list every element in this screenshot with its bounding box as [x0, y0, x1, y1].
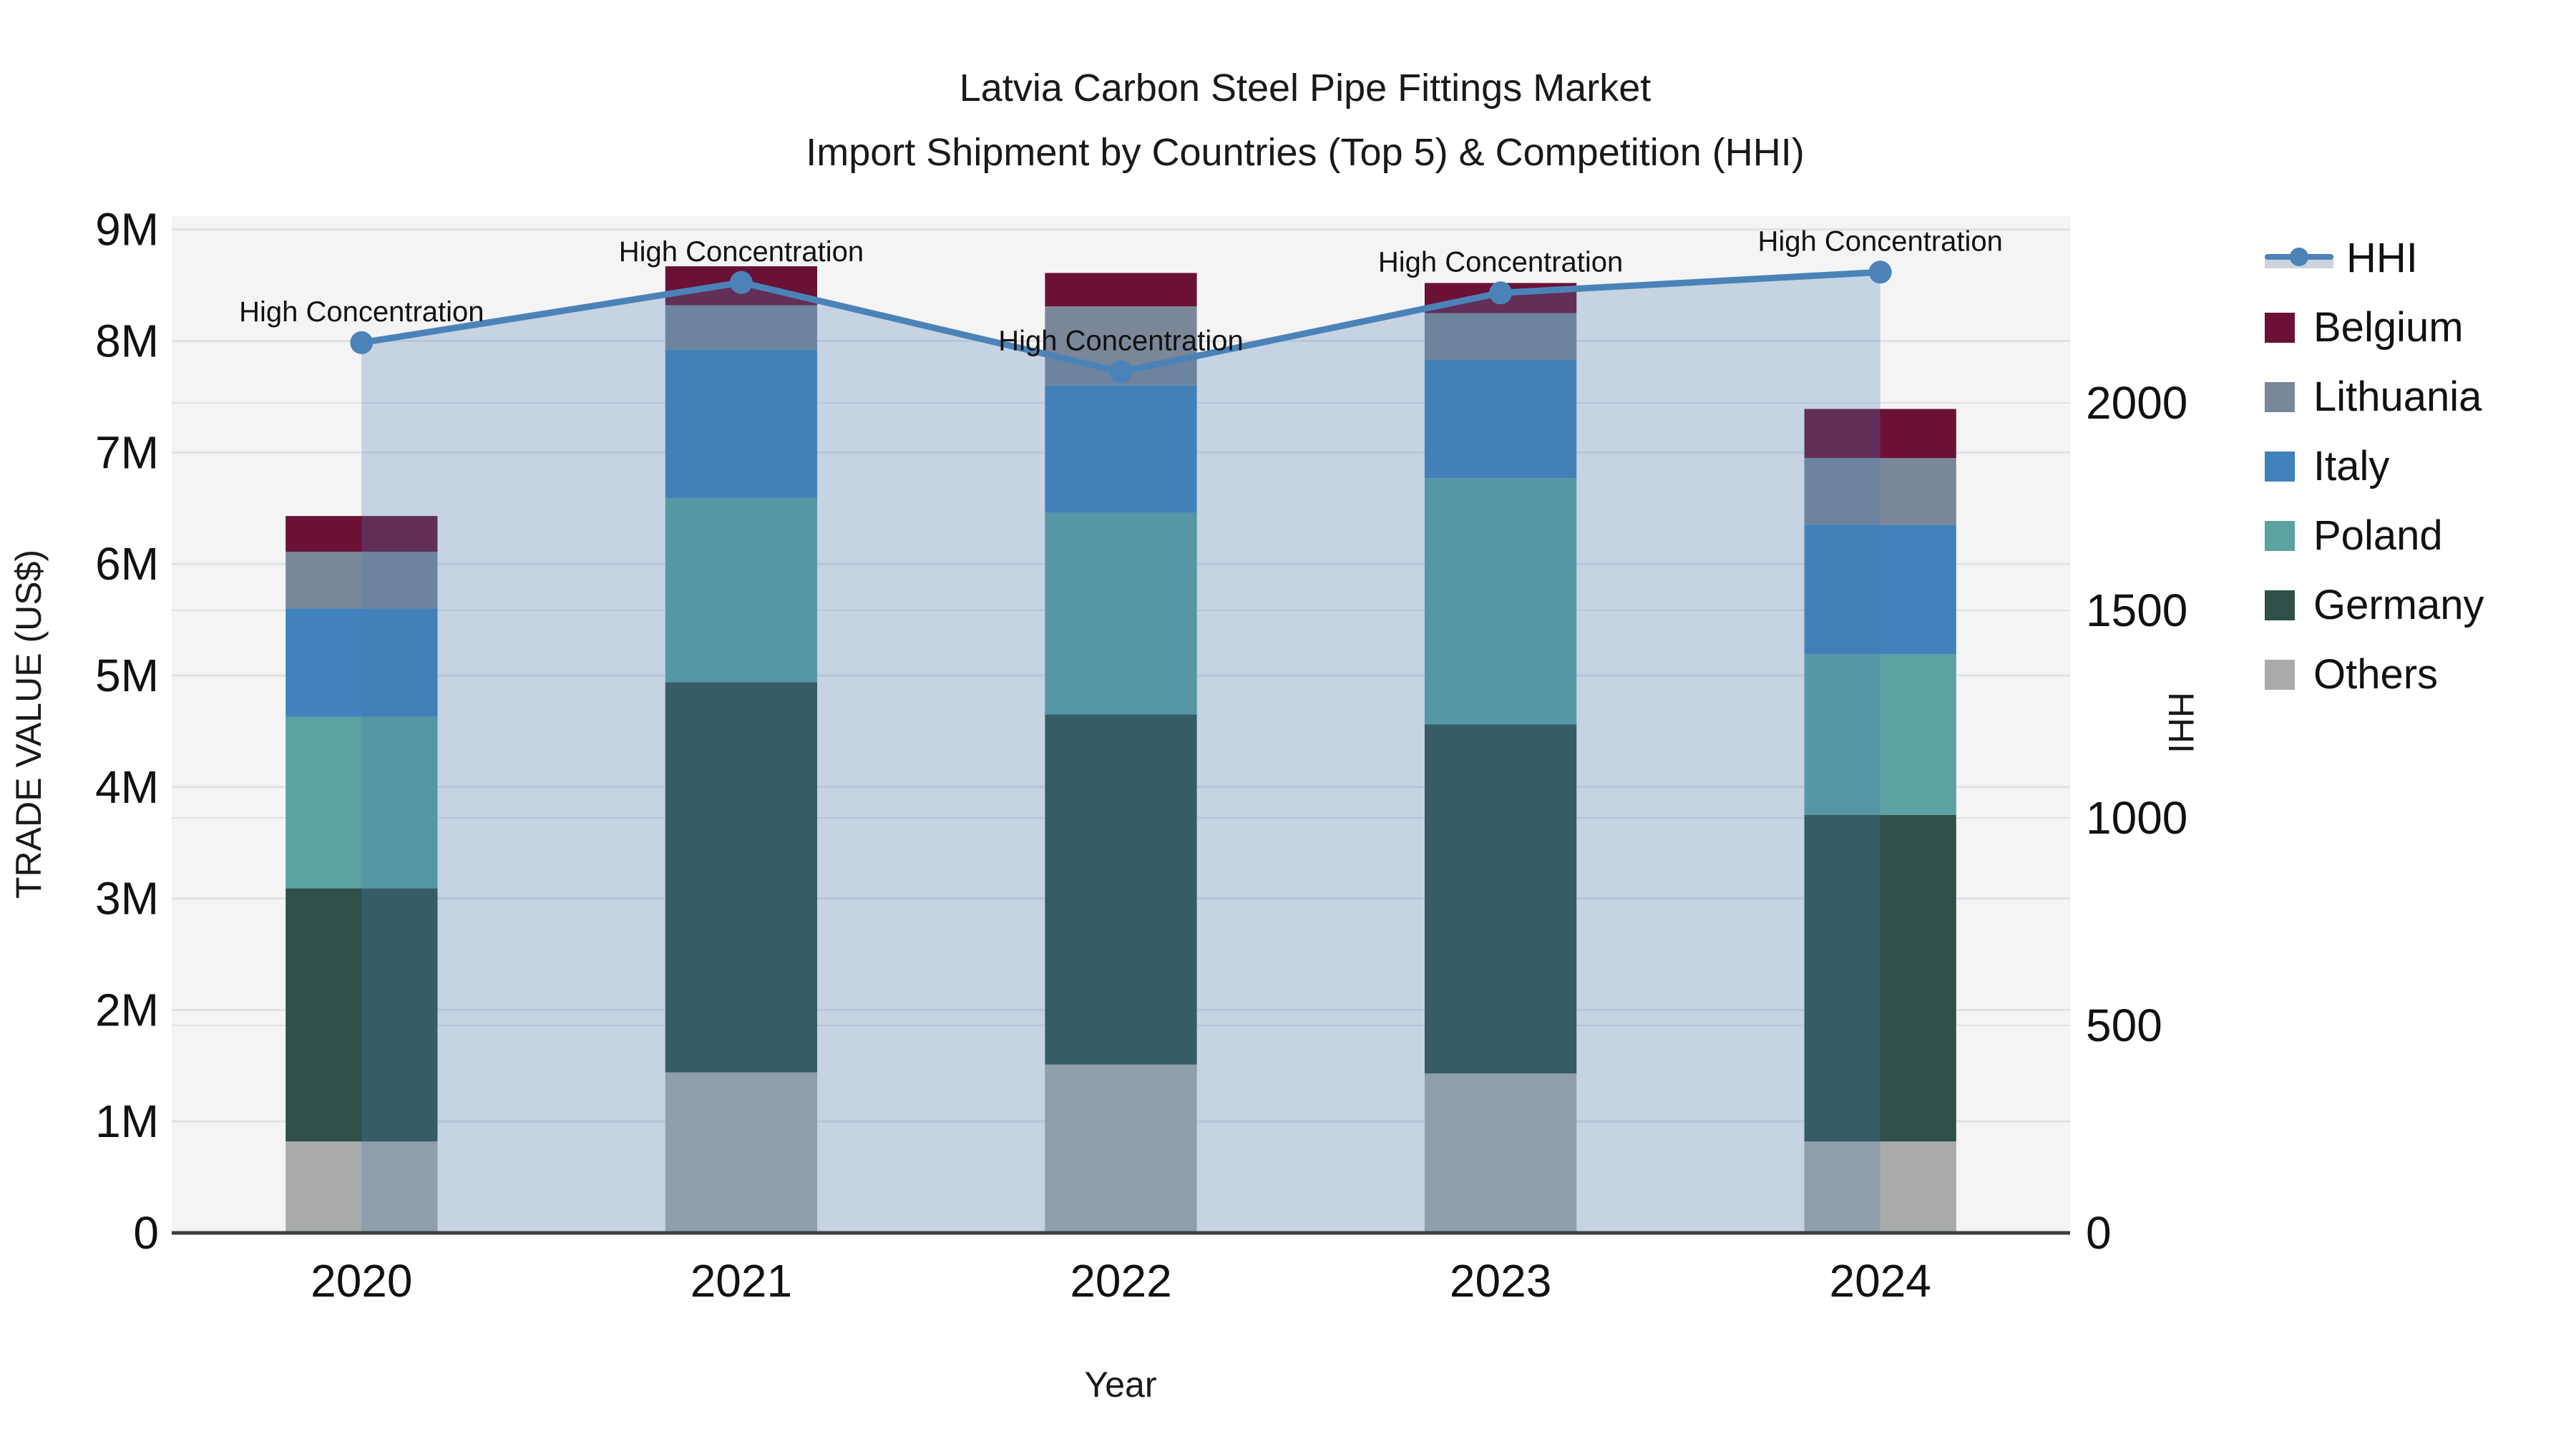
annotation-high-concentration: High Concentration	[998, 326, 1243, 357]
chart-subtitle: Import Shipment by Countries (Top 5) & C…	[806, 131, 1805, 174]
bar-segment-belgium	[1804, 409, 1956, 459]
left-axis-title: TRADE VALUE (US$)	[9, 549, 49, 899]
bar-segment-italy	[665, 349, 818, 499]
legend-swatch-icon	[2265, 451, 2295, 482]
legend-label: Others	[2313, 651, 2439, 698]
legend-label: Lithuania	[2313, 374, 2482, 420]
annotation-high-concentration: High Concentration	[1378, 246, 1623, 278]
bar-segment-italy	[1424, 359, 1577, 479]
legend-item-poland: Poland	[2265, 501, 2484, 570]
bar-segment-others	[1045, 1064, 1197, 1233]
hhi-line-swatch-icon	[2265, 243, 2333, 274]
left-axis-tick-label: 4M	[95, 761, 159, 813]
bar-segment-others	[286, 1141, 438, 1233]
bar-segment-germany	[665, 682, 818, 1073]
x-axis-tick-label: 2021	[691, 1255, 792, 1307]
left-axis-tick-label: 3M	[95, 873, 159, 924]
x-axis-tick-label: 2020	[311, 1255, 412, 1307]
bar-segment-others	[1424, 1073, 1577, 1233]
annotation-high-concentration: High Concentration	[619, 236, 864, 268]
bar-segment-germany	[1804, 814, 1956, 1142]
legend-item-germany: Germany	[2265, 570, 2484, 640]
legend-label: HHI	[2346, 235, 2418, 281]
annotation-high-concentration: High Concentration	[239, 296, 484, 328]
x-axis-tick-label: 2024	[1830, 1255, 1931, 1307]
bar-segment-poland	[286, 716, 438, 889]
legend-swatch-icon	[2265, 590, 2295, 620]
bar-segment-poland	[665, 498, 818, 683]
legend-swatch-icon	[2265, 381, 2295, 412]
bar-segment-lithuania	[286, 551, 438, 609]
legend-label: Germany	[2313, 582, 2484, 628]
legend-label: Italy	[2313, 443, 2390, 489]
right-axis-title: HHI	[2161, 691, 2201, 754]
chart-title: Latvia Carbon Steel Pipe Fittings Market	[959, 67, 1652, 109]
bar-segment-germany	[286, 888, 438, 1142]
left-axis-tick-label: 0	[133, 1207, 159, 1259]
bar-segment-others	[665, 1072, 818, 1233]
bar-segment-lithuania	[1424, 313, 1577, 360]
bar-segment-poland	[1424, 478, 1577, 725]
left-axis-tick-label: 8M	[95, 316, 159, 367]
bar-segment-germany	[1045, 714, 1197, 1065]
legend-label: Poland	[2313, 512, 2443, 559]
left-axis-tick-label: 7M	[95, 426, 159, 478]
legend-item-italy: Italy	[2265, 431, 2484, 501]
bar-segment-italy	[286, 608, 438, 717]
hhi-area-fill	[361, 272, 1880, 1233]
hhi-marker	[1868, 260, 1892, 284]
left-axis-tick-label: 9M	[95, 204, 159, 255]
legend-item-lithuania: Lithuania	[2265, 362, 2484, 431]
right-axis-tick-label: 0	[2086, 1207, 2112, 1259]
hhi-marker	[1489, 281, 1513, 305]
bar-segment-lithuania	[1804, 458, 1956, 525]
bar-segment-lithuania	[665, 305, 818, 350]
legend-swatch-icon	[2265, 520, 2295, 551]
bar-segment-italy	[1045, 385, 1197, 513]
hhi-marker	[350, 331, 374, 354]
left-axis-tick-label: 1M	[95, 1096, 159, 1147]
x-axis-tick-label: 2022	[1070, 1255, 1171, 1307]
bar-segment-poland	[1804, 654, 1956, 815]
bar-segment-germany	[1424, 724, 1577, 1074]
bar-segment-italy	[1804, 525, 1956, 655]
left-axis-tick-label: 2M	[95, 984, 159, 1035]
right-axis-tick-label: 1000	[2086, 792, 2187, 844]
legend-swatch-icon	[2265, 659, 2295, 690]
hhi-marker	[729, 270, 753, 294]
legend-item-hhi: HHI	[2265, 223, 2484, 293]
right-axis-tick-label: 500	[2086, 1000, 2162, 1051]
legend-swatch-icon	[2265, 312, 2295, 343]
legend-label: Belgium	[2313, 304, 2464, 351]
bar-segment-poland	[1045, 512, 1197, 715]
x-axis-tick-label: 2023	[1450, 1255, 1551, 1307]
bar-segment-belgium	[1045, 273, 1197, 307]
bar-segment-belgium	[286, 516, 438, 552]
legend: HHI Belgium Lithuania Italy Poland Germany Oth…	[2265, 223, 2484, 709]
legend-item-others: Others	[2265, 640, 2484, 709]
right-axis-tick-label: 2000	[2086, 377, 2187, 429]
annotation-high-concentration: High Concentration	[1757, 225, 2002, 257]
hhi-marker	[1109, 360, 1133, 384]
bar-segment-others	[1804, 1141, 1956, 1233]
legend-item-belgium: Belgium	[2265, 293, 2484, 362]
left-axis-tick-label: 5M	[95, 650, 159, 701]
x-axis-title: Year	[1084, 1365, 1157, 1405]
left-axis-tick-label: 6M	[95, 538, 159, 590]
right-axis-tick-label: 1500	[2086, 585, 2187, 636]
